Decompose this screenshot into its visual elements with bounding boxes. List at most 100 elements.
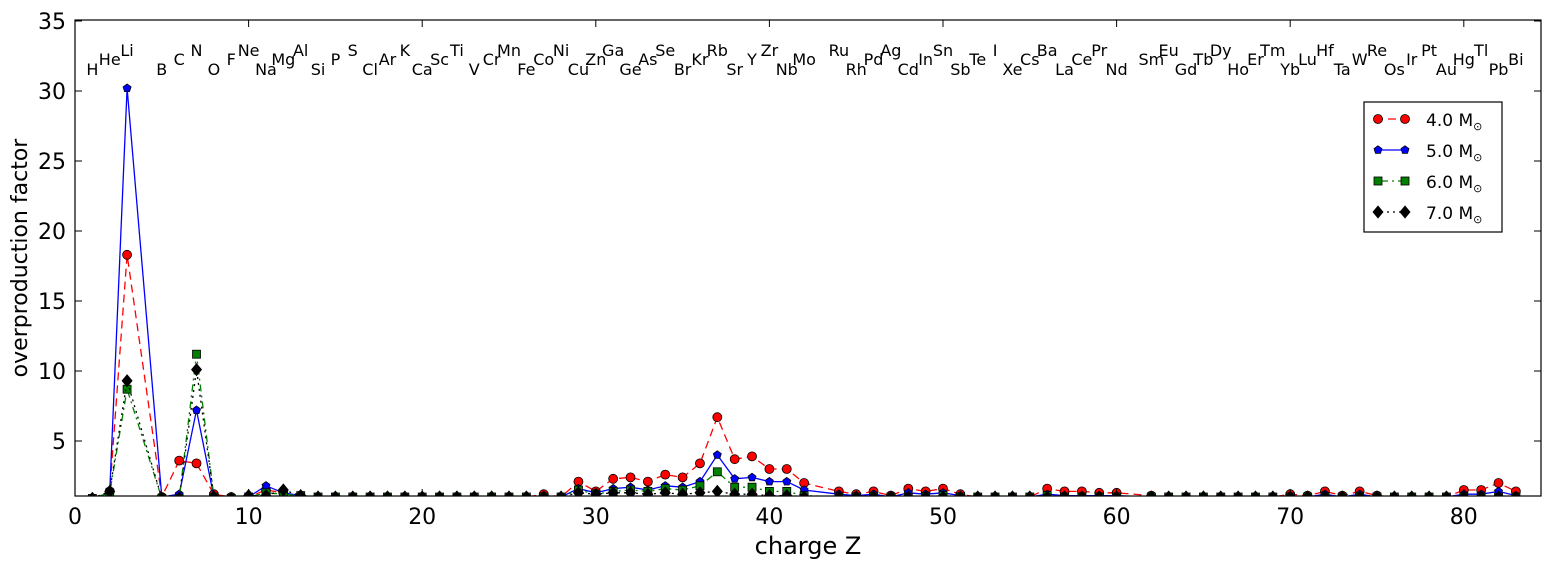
data-point-circle [625, 472, 636, 483]
data-point-circle [781, 464, 792, 474]
element-label: Hg [1453, 50, 1475, 69]
element-label: Ba [1037, 41, 1058, 60]
element-label: Ag [880, 41, 901, 60]
element-label: Mo [792, 50, 816, 69]
data-point-circle [642, 476, 653, 487]
element-label: As [638, 50, 657, 69]
data-point-circle [729, 454, 740, 465]
legend-sun-subscript: ⊙ [1473, 151, 1482, 164]
x-tick-label: 20 [408, 505, 436, 530]
data-point-diamond [1424, 490, 1434, 496]
data-point-diamond [677, 487, 689, 496]
element-label: Ti [449, 41, 464, 60]
element-label: La [1055, 60, 1074, 79]
data-point-square [192, 349, 201, 359]
element-label: Ce [1071, 50, 1092, 69]
element-label: V [469, 60, 480, 79]
element-label: Gd [1175, 60, 1198, 79]
data-point-diamond [886, 490, 896, 496]
y-tick-label: 35 [38, 10, 66, 35]
element-label: In [918, 50, 933, 69]
y-tick-label: 5 [52, 430, 66, 455]
element-label: Ho [1227, 60, 1249, 79]
element-label: Cr [483, 50, 501, 69]
element-label: Zn [585, 50, 606, 69]
data-point-diamond [851, 490, 861, 496]
data-point-diamond [1372, 490, 1382, 496]
series-diamond [88, 362, 1521, 496]
y-tick-label: 25 [38, 150, 66, 175]
data-point-diamond [1268, 490, 1278, 496]
element-label: Au [1436, 60, 1457, 79]
data-point-diamond [1399, 205, 1411, 219]
data-point-diamond [227, 491, 235, 496]
data-point-diamond [1389, 490, 1400, 496]
data-point-diamond [642, 487, 654, 496]
legend-entries: 4.0 M⊙ 5.0 M⊙ 6.0 M⊙ 7.0 M⊙ [1372, 111, 1482, 226]
element-label: Ga [602, 41, 624, 60]
data-point-circle [677, 472, 688, 483]
element-label: Fe [517, 60, 535, 79]
element-label: I [993, 41, 998, 60]
data-point-diamond [1511, 490, 1521, 496]
x-tick-label: 70 [1276, 505, 1304, 530]
element-label: Nb [776, 60, 798, 79]
data-point-diamond [729, 487, 741, 496]
element-label: C [174, 50, 185, 69]
data-point-diamond [955, 490, 966, 496]
data-point-diamond [1042, 490, 1052, 496]
data-point-diamond [348, 490, 358, 496]
x-tick-label: 10 [235, 505, 263, 530]
series-line [96, 254, 1517, 496]
data-point-diamond [1094, 490, 1104, 496]
legend-label: 6.0 M⊙ [1426, 173, 1482, 195]
element-label: Y [746, 50, 757, 69]
data-point-diamond [1163, 490, 1174, 496]
element-label: K [400, 41, 411, 60]
data-point-diamond [1441, 490, 1452, 496]
data-point-diamond [556, 490, 566, 496]
data-point-diamond [1059, 490, 1070, 496]
element-label: Hf [1316, 41, 1334, 60]
element-label: Os [1384, 60, 1405, 79]
data-point-circle [1493, 478, 1504, 488]
data-point-pentagon [712, 450, 722, 459]
data-point-diamond [486, 490, 497, 496]
element-label: Kr [691, 50, 708, 69]
element-label: Sb [950, 60, 970, 79]
data-point-pentagon [192, 405, 201, 415]
data-point-diamond [400, 490, 410, 496]
data-point-diamond [1337, 490, 1347, 496]
element-label: Tb [1192, 50, 1213, 69]
data-point-circle [122, 249, 132, 260]
y-tick-label: 10 [38, 360, 66, 385]
element-label: Ar [379, 50, 397, 69]
data-point-diamond [295, 488, 307, 496]
data-point-diamond [104, 484, 116, 496]
element-label: Sr [726, 60, 743, 79]
plot-frame [74, 19, 1542, 497]
data-point-diamond [1493, 490, 1504, 496]
element-label: He [99, 50, 121, 69]
element-label: W [1352, 50, 1368, 69]
data-point-diamond [1354, 490, 1365, 496]
element-label: N [191, 41, 203, 60]
element-label: Zr [761, 41, 779, 60]
element-label: Ru [829, 41, 850, 60]
x-tick-label: 40 [755, 505, 783, 530]
element-label: Ni [553, 41, 569, 60]
element-label: Ca [412, 60, 433, 79]
data-point-circle [712, 412, 723, 423]
data-point-diamond [1146, 490, 1157, 496]
data-point-diamond [365, 490, 375, 496]
element-label: Li [120, 41, 133, 60]
data-point-circle [764, 464, 775, 474]
data-point-diamond [382, 490, 393, 496]
data-point-diamond [313, 490, 323, 496]
element-label: Cl [362, 60, 378, 79]
data-point-diamond [452, 490, 462, 496]
element-label: Rb [707, 41, 728, 60]
element-label: Al [293, 41, 308, 60]
